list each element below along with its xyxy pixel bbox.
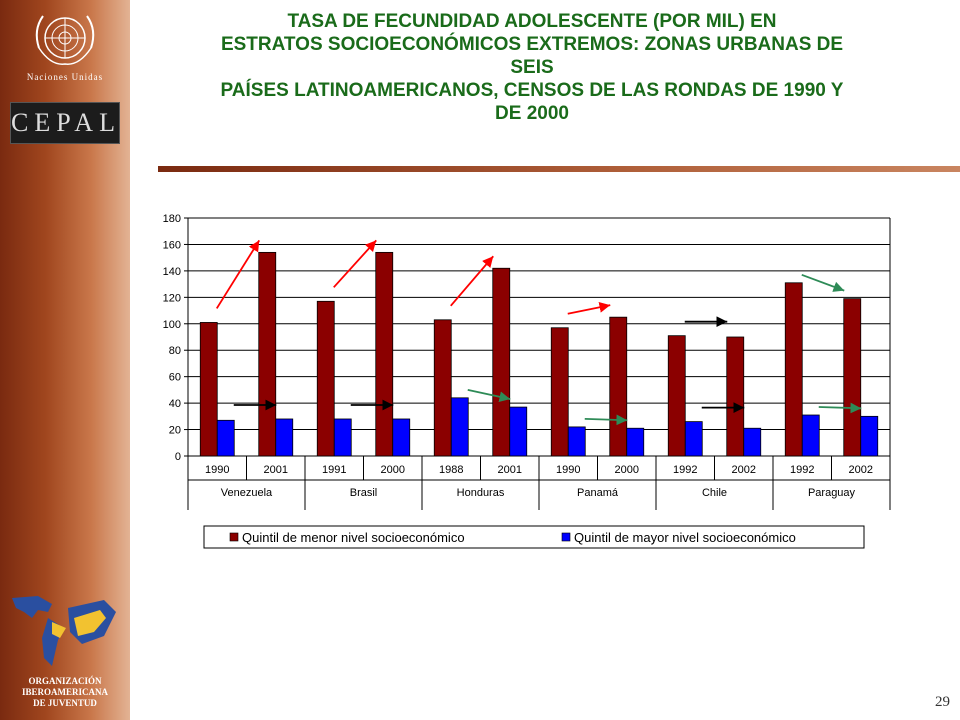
title-line-5: DE 2000 [495,103,569,124]
trend-arrow-down [818,402,862,414]
bar-high-11 [860,415,879,457]
y-tick-label: 120 [163,292,181,304]
cepal-logo: CEPAL [10,102,120,144]
trend-arrow-down [584,414,628,426]
bar-low-1 [258,251,277,457]
page-title: TASA DE FECUNDIDAD ADOLESCENTE (POR MIL)… [132,10,932,125]
bar-low-4 [433,319,452,457]
group-label: Paraguay [808,487,856,499]
y-tick-label: 20 [169,425,181,437]
x-tick-label: 1988 [439,464,463,476]
bar-high-10 [801,414,820,457]
x-tick-label: 1990 [205,464,229,476]
bar-low-8 [667,335,686,457]
oij-label: ORGANIZACIÓN IBEROAMERICANA DE JUVENTUD [0,676,130,709]
bar-low-2 [316,300,335,457]
x-tick-label: 2000 [615,464,639,476]
bar-high-1 [275,418,294,457]
y-tick-label: 180 [163,213,181,225]
group-label: Panamá [577,487,619,499]
bar-high-3 [392,418,411,457]
legend-box [203,525,865,549]
cepal-label: CEPAL [11,108,121,137]
x-tick-label: 2001 [498,464,522,476]
trend-arrow-up [567,302,611,315]
bar-chart: 0 20 40 60 80 100 120 140 160 180 1990 2001 1991 2000… [163,213,891,549]
un-label: Naciones Unidas [26,72,104,82]
x-tick-label: 2002 [732,464,756,476]
x-tick-label: 1992 [673,464,697,476]
header-divider [158,166,960,172]
bar-low-7 [609,316,628,457]
x-tick-label: 2002 [849,464,873,476]
oij-line-1: ORGANIZACIÓN [28,676,102,686]
trend-arrow-down [467,388,511,403]
bar-low-11 [843,298,862,457]
x-tick-label: 1990 [556,464,580,476]
oij-line-3: DE JUVENTUD [33,698,97,708]
y-tick-label: 40 [169,398,181,410]
trend-arrow-up [450,255,494,307]
y-tick-label: 80 [169,345,181,357]
y-tick-label: 0 [175,451,181,463]
y-tick-label: 160 [163,239,181,251]
y-tick-label: 60 [169,372,181,384]
y-tick-label: 140 [163,266,181,278]
trend-arrow-up [215,239,261,309]
oij-line-2: IBEROAMERICANA [21,687,108,697]
un-emblem-icon [35,15,95,65]
legend-swatch [229,532,239,542]
bar-low-0 [199,322,218,457]
bar-high-2 [333,418,352,457]
bar-high-4 [450,397,469,457]
bar-high-5 [509,406,528,457]
trend-arrow-down [801,273,845,292]
legend-label: Quintil de mayor nivel socioeconómico [574,530,796,545]
group-label: Brasil [350,487,378,499]
bar-high-8 [684,421,703,457]
group-label: Venezuela [221,487,273,499]
x-tick-label: 2000 [381,464,405,476]
sidebar: Naciones Unidas CEPAL ORGANIZACIÓN IBERO… [0,0,130,720]
page-number: 29 [935,694,950,710]
bar-low-3 [375,251,394,457]
title-line-1: TASA DE FECUNDIDAD ADOLESCENTE (POR MIL)… [287,11,777,32]
title-line-2: ESTRATOS SOCIOECONÓMICOS EXTREMOS: ZONAS… [220,34,844,55]
trend-arrow-up [333,239,377,288]
bar-high-0 [216,419,235,457]
bar-low-10 [784,282,803,457]
title-line-4: PAÍSES LATINOAMERICANOS, CENSOS DE LAS R… [220,80,844,101]
group-label: Honduras [457,487,505,499]
y-tick-label: 100 [163,319,181,331]
x-tick-label: 1991 [322,464,346,476]
group-label: Chile [702,487,727,499]
x-tick-label: 2001 [264,464,288,476]
bar-low-6 [550,327,569,457]
legend-label: Quintil de menor nivel socioeconómico [242,530,465,545]
bar-low-9 [726,336,745,457]
oij-map-icon [12,596,116,666]
title-line-3: SEIS [510,57,554,78]
bar-high-6 [567,426,586,457]
x-tick-label: 1992 [790,464,814,476]
bar-high-9 [743,427,762,457]
bar-low-5 [492,267,511,457]
bar-high-7 [626,427,645,457]
legend-swatch [561,532,571,542]
